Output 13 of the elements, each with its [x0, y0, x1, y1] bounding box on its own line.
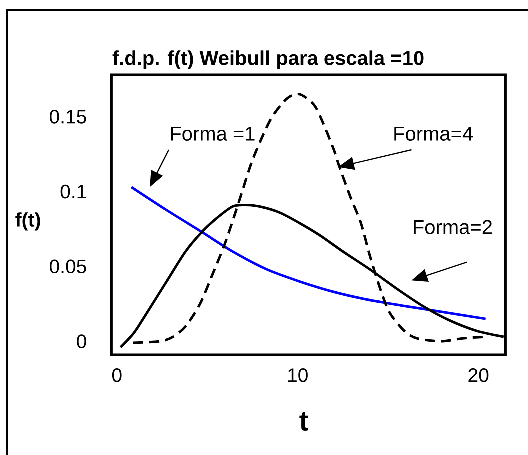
y-tick-label: 0.1: [60, 184, 86, 199]
x-tick-label: 20: [468, 368, 489, 382]
annotation: Forma=4: [394, 127, 474, 141]
annotation: Forma=2: [414, 220, 492, 234]
y-tick-label: 0.15: [50, 110, 86, 124]
y-axis-title: f(t): [16, 212, 40, 231]
x-tick-label: 0: [112, 368, 122, 382]
y-tick-label: 0: [77, 334, 86, 348]
y-tick-label: 0.05: [50, 260, 86, 274]
x-axis-title: t: [300, 412, 308, 431]
annotation: Forma =1: [171, 127, 255, 141]
chart-title: f.d.p. f(t) Weibull para escala =10: [112, 50, 424, 70]
x-tick-label: 10: [288, 368, 308, 382]
